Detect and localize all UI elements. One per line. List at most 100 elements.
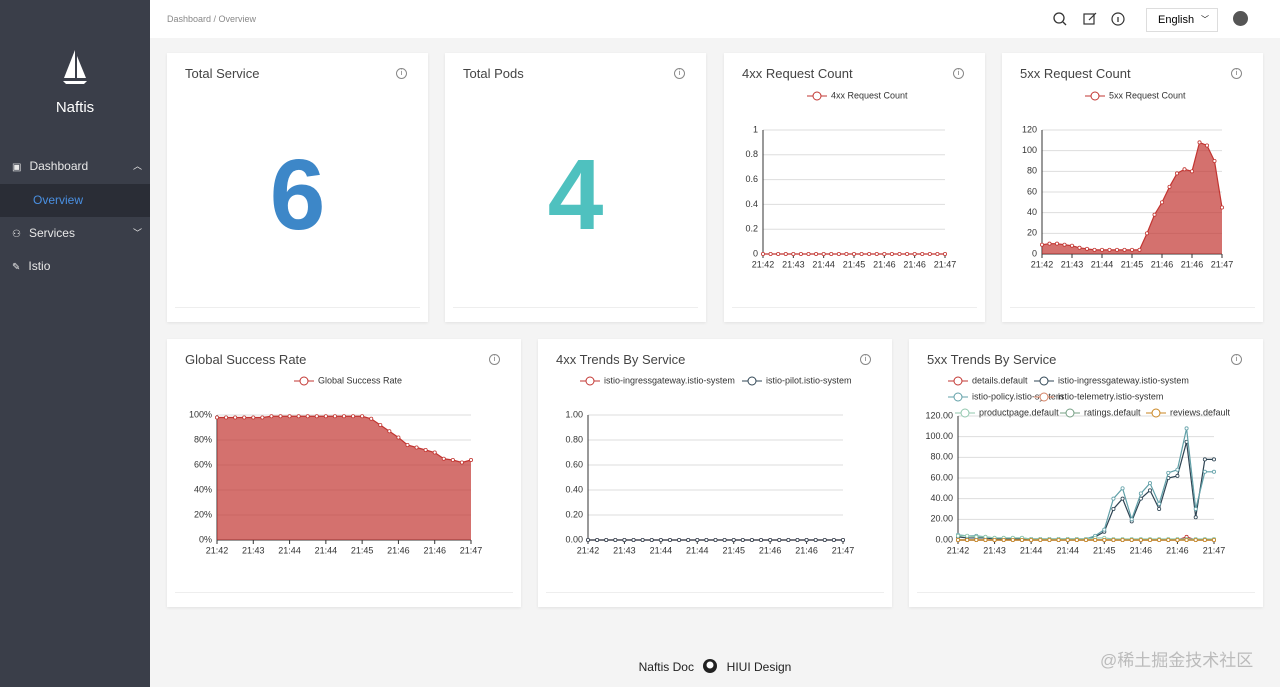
point bbox=[278, 414, 283, 419]
y-tick-label: 60% bbox=[194, 459, 212, 469]
point bbox=[1077, 245, 1082, 250]
point bbox=[889, 251, 894, 256]
area bbox=[1042, 142, 1222, 254]
point bbox=[1102, 537, 1107, 542]
legend-label: istio-telemetry.istio-system bbox=[1058, 391, 1163, 401]
point bbox=[905, 251, 910, 256]
point bbox=[956, 533, 961, 538]
y-tick-label: 0.4 bbox=[745, 199, 758, 209]
legend-label: 5xx Request Count bbox=[1109, 90, 1186, 100]
y-tick-label: 0 bbox=[753, 248, 758, 258]
point bbox=[1184, 537, 1189, 542]
menu-item[interactable]: ⚇ Services ﹀ bbox=[12, 226, 142, 240]
point bbox=[1047, 241, 1052, 246]
x-tick-label: 21:42 bbox=[1031, 259, 1054, 269]
legend-label: istio-ingressgateway.istio-system bbox=[604, 375, 735, 385]
point bbox=[369, 416, 374, 421]
language-select[interactable]: English ﹀ bbox=[1146, 8, 1218, 32]
point bbox=[1212, 159, 1217, 164]
menu-item[interactable]: Overview bbox=[0, 184, 150, 217]
point bbox=[851, 251, 856, 256]
point bbox=[1167, 184, 1172, 189]
point bbox=[867, 251, 872, 256]
y-tick-label: 20.00 bbox=[930, 514, 953, 524]
y-tick-label: 0.00 bbox=[935, 534, 953, 544]
card-title: Total Service bbox=[185, 66, 260, 81]
point bbox=[613, 537, 618, 542]
footer-link[interactable]: Naftis Doc bbox=[638, 660, 694, 674]
point bbox=[631, 537, 636, 542]
point bbox=[260, 415, 265, 420]
info-icon[interactable]: i bbox=[953, 68, 964, 79]
y-tick-label: 80.00 bbox=[930, 452, 953, 462]
chart-card: Global Success Rate i 0% 20% 40% 60% 80% 100% 21… bbox=[167, 339, 521, 607]
point bbox=[821, 251, 826, 256]
header-icons[interactable] bbox=[1052, 11, 1132, 29]
legend-marker bbox=[1039, 392, 1049, 402]
y-tick-label: 60 bbox=[1027, 186, 1037, 196]
point bbox=[912, 251, 917, 256]
point bbox=[704, 537, 709, 542]
point bbox=[414, 445, 419, 450]
x-tick-label: 21:46 bbox=[1130, 545, 1153, 555]
point bbox=[1147, 537, 1152, 542]
point bbox=[1001, 537, 1006, 542]
y-tick-label: 0 bbox=[1032, 248, 1037, 258]
point bbox=[1175, 467, 1180, 472]
info-icon[interactable]: i bbox=[1231, 68, 1242, 79]
point bbox=[649, 537, 654, 542]
point bbox=[1197, 140, 1202, 145]
info-icon[interactable]: i bbox=[860, 354, 871, 365]
area bbox=[217, 416, 471, 540]
menu-item[interactable]: ✎ Istio bbox=[12, 259, 51, 273]
legend-label: 4xx Request Count bbox=[831, 90, 908, 100]
legend-marker bbox=[960, 408, 970, 418]
point bbox=[1047, 537, 1052, 542]
y-tick-label: 120 bbox=[1022, 124, 1037, 134]
legend-label: productpage.default bbox=[979, 407, 1059, 417]
point bbox=[1038, 537, 1043, 542]
stat-value: 6 bbox=[269, 139, 326, 251]
y-tick-label: 0.60 bbox=[565, 459, 583, 469]
point bbox=[897, 251, 902, 256]
logo bbox=[63, 50, 87, 84]
y-tick-label: 0.20 bbox=[565, 509, 583, 519]
point bbox=[1182, 167, 1187, 172]
legend-label: details.default bbox=[972, 375, 1028, 385]
point bbox=[441, 456, 446, 461]
legend-marker bbox=[585, 376, 595, 386]
menu-item[interactable]: ▣ Dashboard ︿ bbox=[12, 159, 142, 173]
footer-link[interactable]: HIUI Design bbox=[726, 660, 792, 674]
x-tick-label: 21:47 bbox=[832, 545, 855, 555]
card-title: 5xx Trends By Service bbox=[927, 352, 1057, 367]
point bbox=[1056, 537, 1061, 542]
x-tick-label: 21:44 bbox=[686, 545, 709, 555]
x-tick-label: 21:45 bbox=[843, 259, 866, 269]
y-tick-label: 100 bbox=[1022, 145, 1037, 155]
menu-label: Dashboard bbox=[29, 159, 89, 173]
avatar[interactable] bbox=[1233, 11, 1248, 26]
x-tick-label: 21:44 bbox=[1056, 545, 1079, 555]
point bbox=[965, 537, 970, 542]
point bbox=[1070, 243, 1075, 248]
info-icon[interactable]: i bbox=[489, 354, 500, 365]
point bbox=[450, 458, 455, 463]
y-tick-label: 0% bbox=[199, 534, 212, 544]
info-icon[interactable]: i bbox=[1231, 354, 1242, 365]
point bbox=[1157, 506, 1162, 511]
point bbox=[942, 251, 947, 256]
point bbox=[983, 537, 988, 542]
x-tick-label: 21:47 bbox=[460, 545, 483, 555]
point bbox=[269, 414, 274, 419]
point bbox=[1175, 473, 1180, 478]
point bbox=[768, 251, 773, 256]
x-tick-label: 21:47 bbox=[1203, 545, 1226, 555]
point bbox=[1202, 537, 1207, 542]
point bbox=[1193, 537, 1198, 542]
point bbox=[1029, 537, 1034, 542]
point bbox=[1010, 537, 1015, 542]
point bbox=[1144, 231, 1149, 236]
point bbox=[882, 251, 887, 256]
legend-label: Global Success Rate bbox=[318, 375, 402, 385]
point bbox=[920, 251, 925, 256]
